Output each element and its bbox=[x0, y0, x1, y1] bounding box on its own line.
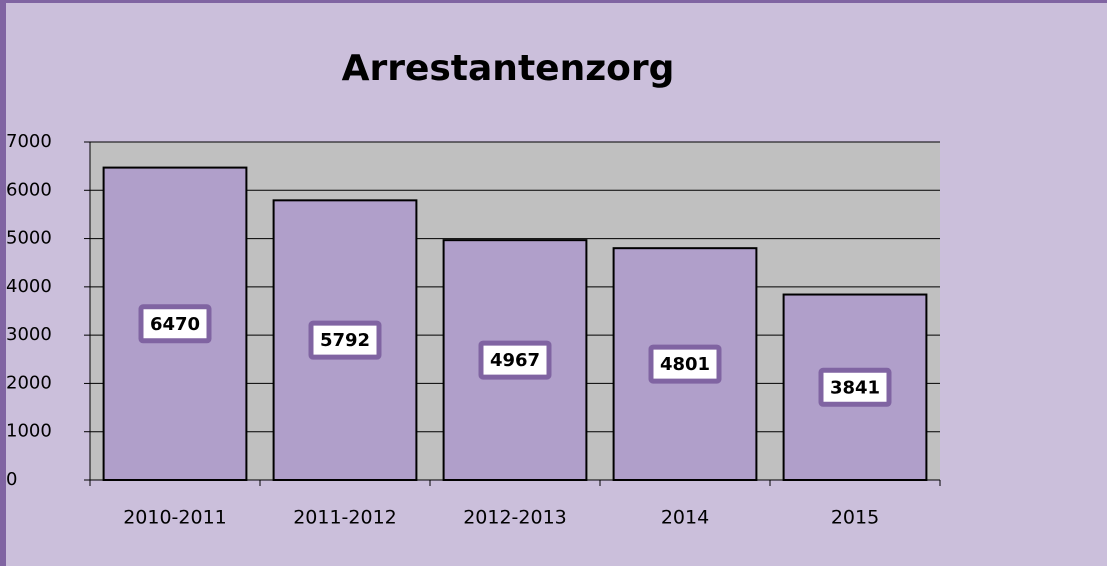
top-border bbox=[0, 0, 1107, 3]
data-label: 6470 bbox=[150, 314, 200, 335]
data-label-box bbox=[818, 367, 892, 407]
x-tick-label: 2015 bbox=[831, 507, 879, 529]
y-tick-label: 4000 bbox=[6, 276, 52, 297]
data-label-box bbox=[478, 340, 552, 380]
data-label-box bbox=[648, 344, 722, 384]
x-tick-label: 2010-2011 bbox=[123, 507, 227, 529]
x-tick-label: 2012-2013 bbox=[463, 507, 567, 529]
y-tick-label: 2000 bbox=[6, 372, 52, 393]
data-label-box bbox=[138, 304, 212, 344]
x-tick-label: 2011-2012 bbox=[293, 507, 397, 529]
data-label: 4967 bbox=[490, 350, 540, 371]
y-tick-label: 1000 bbox=[6, 421, 52, 442]
y-tick-label: 0 bbox=[6, 469, 17, 490]
data-label: 5792 bbox=[320, 330, 370, 351]
data-label: 3841 bbox=[830, 377, 880, 398]
bar bbox=[272, 199, 418, 482]
left-border bbox=[0, 0, 6, 566]
chart-title: Arrestantenzorg bbox=[342, 48, 675, 89]
x-tick-label: 2014 bbox=[661, 507, 709, 529]
y-tick-label: 5000 bbox=[6, 228, 52, 249]
y-tick-label: 6000 bbox=[6, 179, 52, 200]
y-tick-label: 7000 bbox=[6, 131, 52, 152]
y-tick-label: 3000 bbox=[6, 324, 52, 345]
data-label: 4801 bbox=[660, 354, 710, 375]
data-label-box bbox=[308, 320, 382, 360]
